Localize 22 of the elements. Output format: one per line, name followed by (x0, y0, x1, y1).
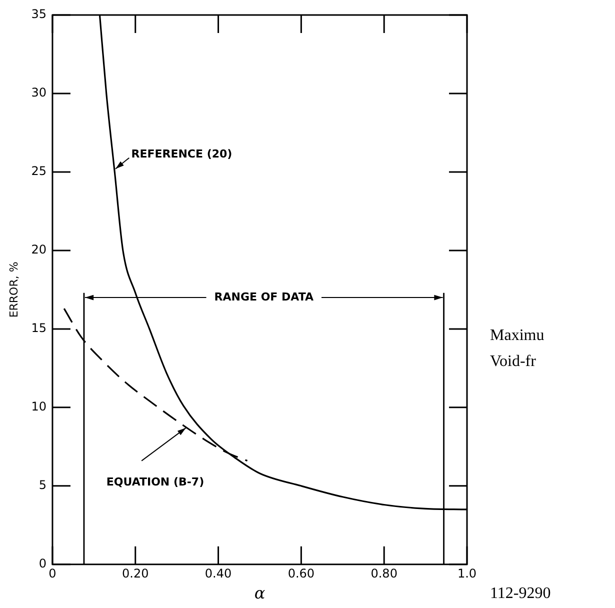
x-tick-label: 1.0 (457, 566, 477, 581)
y-tick-label: 20 (31, 242, 46, 257)
text: 112-9290 (490, 585, 551, 602)
x-axis-title: α (254, 584, 266, 603)
y-axis-title: ERROR, % (7, 262, 20, 318)
y-tick-label: 0 (38, 556, 46, 571)
annotation: RANGE OF DATA (214, 290, 314, 304)
series-label: REFERENCE (20) (131, 148, 232, 161)
text: Maximu (490, 327, 544, 344)
x-tick-label: 0.20 (122, 566, 149, 581)
y-tick-label: 5 (38, 478, 46, 492)
y-tick-label: 10 (31, 400, 46, 414)
x-tick-label: 0.60 (288, 566, 315, 581)
x-tick-label: 0.40 (204, 566, 232, 581)
text: Void-fr (490, 353, 537, 370)
x-tick-label: 0.80 (370, 566, 398, 581)
y-tick-label: 35 (31, 7, 46, 22)
x-tick-label: 0 (48, 566, 56, 581)
y-tick-label: 30 (31, 86, 46, 100)
y-tick-label: 25 (31, 164, 46, 178)
y-tick-label: 15 (31, 321, 46, 336)
text: EQUATION (B-7) (106, 476, 204, 489)
